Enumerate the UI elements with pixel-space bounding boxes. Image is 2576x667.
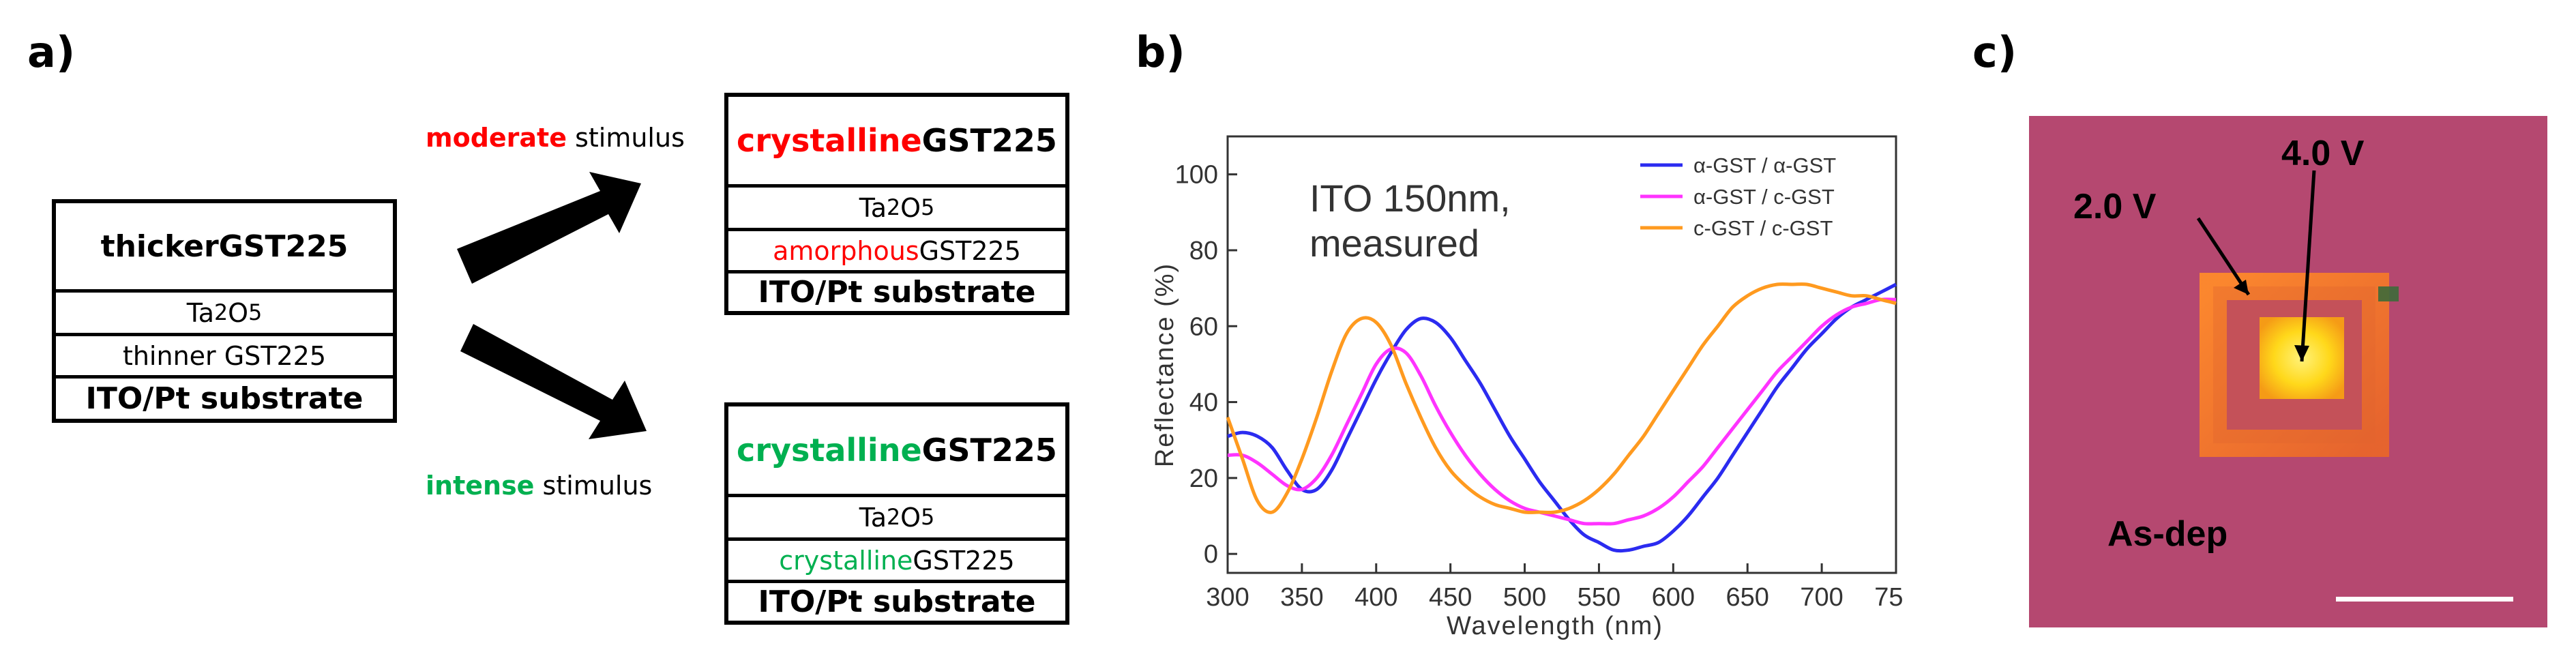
series-line-1 <box>1227 297 1897 526</box>
label-as-dep: As-dep <box>2107 514 2228 554</box>
intense-top-layer: crystalline GST225 <box>737 432 1057 469</box>
annotation-line-2: measured <box>1309 222 1479 265</box>
x-tick-label-2: 400 <box>1354 583 1397 612</box>
intense-bottom-layer: crystalline GST225 <box>728 537 1065 580</box>
x-tick-label-3: 450 <box>1429 583 1472 612</box>
panel-label-c: c) <box>1972 27 2017 77</box>
y-axis-title: Reflectance (%) <box>1151 263 1179 467</box>
intense-oxide-layer: Ta 2 O 5 <box>728 494 1065 537</box>
reflectance-chart: 300 350 400 450 500 550 600 650 700 750 0 20 40 60 80 1… <box>1151 135 1903 640</box>
pointer-2v-arrowhead <box>2234 280 2249 295</box>
legend-label-2: c-GST / c-GST <box>1693 216 1833 240</box>
y-tick-label-2: 40 <box>1189 389 1218 417</box>
initial-stack: thicker GST225 Ta 2 O 5 thinner GST225 ITO/… <box>52 199 397 423</box>
pad-outer-square <box>2200 273 2389 457</box>
x-tick-label-8: 700 <box>1800 583 1843 612</box>
arrow-up-icon <box>457 172 641 284</box>
x-tick-label-6: 600 <box>1652 583 1695 612</box>
initial-substrate-layer: ITO/Pt substrate <box>56 375 393 419</box>
intense-result-stack: crystalline GST225 Ta 2 O 5 crystalline GST… <box>724 402 1069 625</box>
pointer-4v-arrowhead <box>2294 345 2309 361</box>
pad-corner-mark <box>2378 286 2399 301</box>
x-tick-label-5: 550 <box>1578 583 1620 612</box>
moderate-bottom-layer: amorphous GST225 <box>728 228 1065 270</box>
series-line-2 <box>1226 282 1897 514</box>
initial-bottom-layer: thinner GST225 <box>56 333 393 375</box>
moderate-substrate-layer: ITO/Pt substrate <box>728 270 1065 311</box>
panel-label-a: a) <box>27 27 76 77</box>
moderate-oxide-layer: Ta 2 O 5 <box>728 184 1065 228</box>
legend-label-0: α-GST / α-GST <box>1693 153 1836 177</box>
label-2v: 2.0 V <box>2073 187 2157 226</box>
x-tick-label-0: 300 <box>1206 583 1249 612</box>
y-tick-label-0: 0 <box>1204 540 1218 569</box>
legend-label-1: α-GST / c-GST <box>1693 185 1835 209</box>
y-tick-label-5: 100 <box>1175 161 1218 190</box>
micrograph-image <box>2196 170 2513 602</box>
intense-stimulus-label: intense stimulus <box>426 471 653 501</box>
panel-label-b: b) <box>1136 27 1185 77</box>
pointer-2v-arrow <box>2196 217 2251 296</box>
moderate-result-stack: crystalline GST225 Ta 2 O 5 amorphous GST22… <box>724 93 1069 315</box>
initial-top-layer: thicker GST225 <box>100 228 349 264</box>
x-tick-label-1: 350 <box>1280 583 1323 612</box>
intense-substrate-layer: ITO/Pt substrate <box>728 580 1065 621</box>
y-tick-label-4: 80 <box>1189 237 1218 265</box>
plot-area: 300 350 400 450 500 550 600 650 700 750 0 20 40 60 80 1… <box>1175 135 1903 612</box>
initial-oxide-layer: Ta 2 O 5 <box>56 289 393 333</box>
moderate-top-layer: crystalline GST225 <box>737 122 1057 159</box>
x-tick-label-4: 500 <box>1503 583 1546 612</box>
x-axis-title: Wavelength (nm) <box>1447 612 1663 640</box>
arrow-down-icon <box>460 324 647 439</box>
plot-frame <box>1226 135 1897 574</box>
moderate-stimulus-label: moderate stimulus <box>426 123 685 153</box>
transition-arrows <box>457 172 647 439</box>
y-tick-label-1: 20 <box>1189 464 1218 493</box>
pointer-4v-arrow <box>2300 170 2316 362</box>
scale-bar <box>2336 597 2513 602</box>
label-4v: 4.0 V <box>2281 134 2365 173</box>
micrograph: 2.0 V 4.0 V As-dep <box>2029 116 2547 627</box>
annotation-line-1: ITO 150nm, <box>1309 177 1511 220</box>
y-tick-label-3: 60 <box>1189 312 1218 341</box>
x-tick-label-9: 750 <box>1874 583 1903 612</box>
x-tick-label-7: 650 <box>1726 583 1769 612</box>
